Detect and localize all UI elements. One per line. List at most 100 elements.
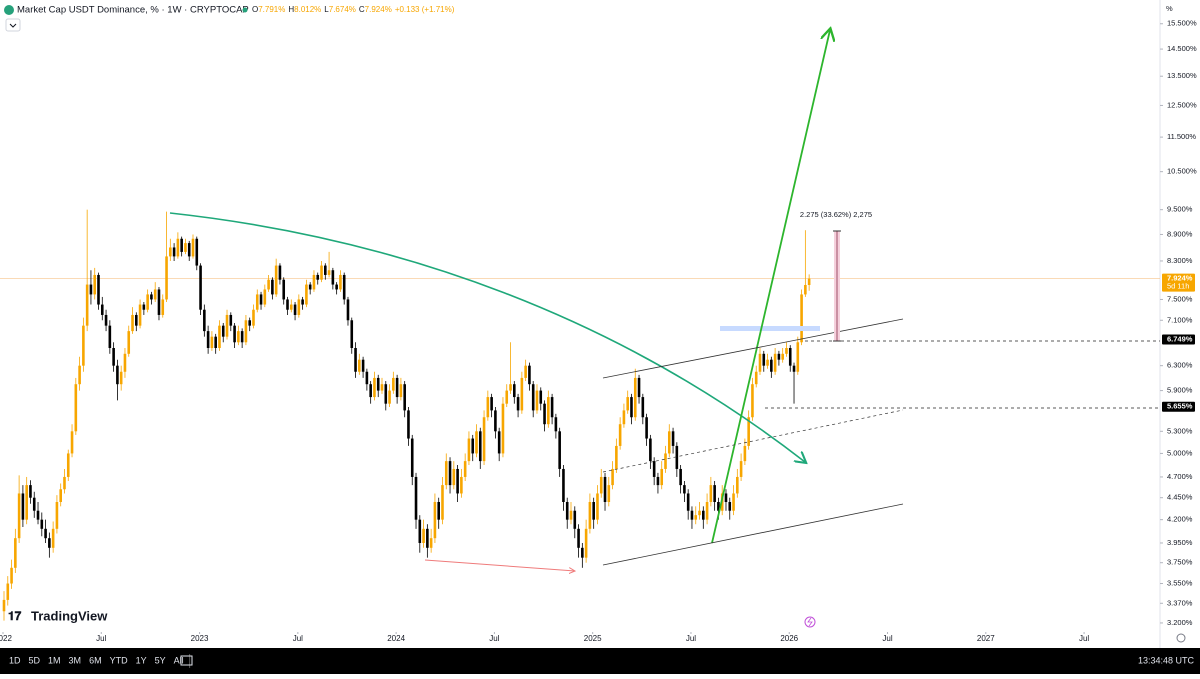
candle-body [206,331,210,349]
candle-body [607,485,611,502]
candle-body [637,377,641,398]
x-tick-label: 2026 [780,634,798,643]
candle-body [346,299,350,321]
candle-body [781,353,784,360]
candle-body [497,431,501,454]
candle-body [392,377,395,391]
x-tick-label: 2025 [584,634,602,643]
y-tick-label: 5.000% [1167,448,1193,457]
price-tag-label: 7.924% [1167,274,1193,283]
candle-body [131,314,134,332]
candle-body [535,390,539,411]
candle-body [112,348,115,366]
candle-body [66,453,70,477]
candle-body [138,304,142,326]
candle-body [119,371,123,385]
candle-body [671,431,675,446]
candle-body [785,348,788,354]
candle-body [426,528,429,548]
settings-icon[interactable] [1176,633,1186,643]
candle-body [758,353,762,372]
candle-body [259,294,263,305]
range-button[interactable]: 6M [89,655,102,665]
candle-body [501,403,505,454]
candle-body [85,284,89,326]
collapse-button[interactable] [5,18,21,32]
candle-body [482,417,486,462]
candle-body [305,284,308,305]
candle-body [437,501,440,520]
candle-body [225,314,229,337]
candle-body [429,538,433,548]
x-tick-label: 2023 [191,634,209,643]
candle-body [732,493,735,511]
range-button[interactable]: YTD [110,655,129,665]
candle-body [573,510,577,529]
logo-mark: 𝟏𝟕 [8,609,22,623]
candle-body [800,294,803,343]
range-button[interactable]: 1Y [136,655,147,665]
candle-body [524,365,527,378]
y-tick-label: 5.300% [1167,426,1193,435]
candle-body [736,476,739,494]
candle-body [709,485,713,502]
candle-body [698,510,701,516]
y-tick-label: 3.550% [1167,579,1193,588]
candle-body [78,365,81,385]
price-tag [1162,401,1195,412]
candle-body [581,547,584,558]
ohlc: O7.791% H8.012% L7.674% C7.924% +0.133 (+1.7… [252,5,455,14]
range-button[interactable]: 5Y [155,655,166,665]
divergence-arrow [424,559,575,571]
candle-body [373,377,376,398]
candle-body [358,359,361,372]
y-tick-label: 10.500% [1167,167,1197,176]
y-tick-label: 14.500% [1167,44,1197,53]
candle-body [108,325,112,349]
candle-body [327,270,331,275]
candle-body [21,493,25,520]
range-button[interactable]: All [174,655,184,665]
candle-body [702,510,705,520]
candle-body [792,365,796,372]
brand-name: TradingView [31,608,108,623]
candle-body [660,468,664,486]
candle-body [456,468,459,494]
range-button[interactable]: 1M [48,655,61,665]
range-button[interactable]: 5D [29,655,41,665]
candle-body [59,489,62,502]
candle-body [728,501,732,511]
candle-body [588,501,592,529]
candle-body [339,274,342,290]
candle-body [562,468,565,502]
candle-body [169,247,172,257]
candle-body [686,493,690,511]
candle-body [649,438,652,462]
y-tick-label: 12.500% [1167,100,1197,109]
candle-body [788,348,792,366]
candle-body [180,238,183,252]
candle-body [210,336,214,349]
y-tick-label: 8.900% [1167,229,1193,238]
candle-body [32,497,36,511]
candle-body [747,417,750,446]
candle-body [641,397,645,418]
candle-body [153,289,157,300]
candle-body [796,342,800,372]
range-button[interactable]: 3M [69,655,82,665]
candle-body [754,371,758,385]
change-value: +0.133 (+1.71%) [395,5,455,14]
candle-body [312,274,316,290]
candle-body [350,320,354,349]
candle-body [203,309,206,332]
date-range-icon[interactable] [180,655,193,666]
candle-body [777,353,781,360]
range-button[interactable]: 1D [9,655,21,665]
candle-body [187,243,191,257]
candle-body [713,485,716,502]
candle-body [615,445,618,469]
candle-body [804,284,807,295]
candle-body [675,445,679,469]
